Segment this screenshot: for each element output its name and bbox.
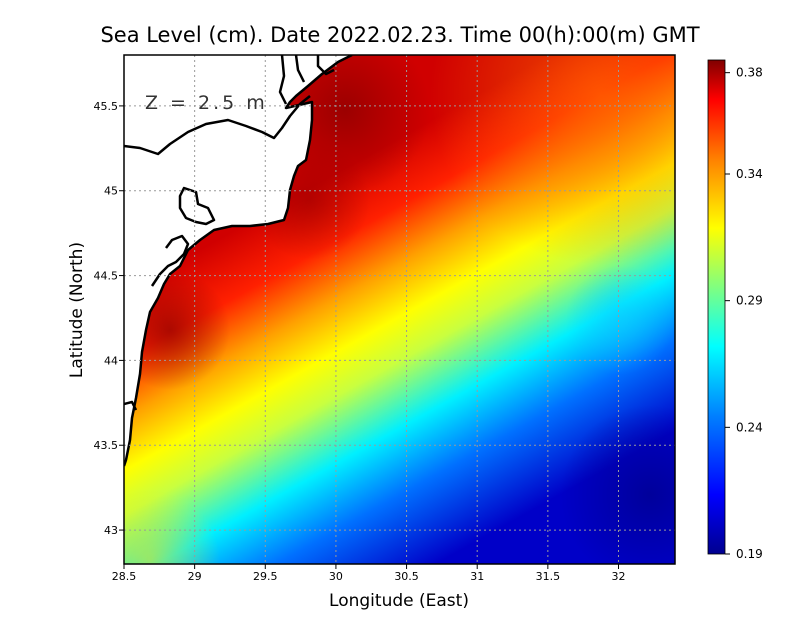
colorbar-tick-label: 0.19: [736, 547, 763, 561]
x-tick-label: 30.5: [394, 570, 419, 583]
plot-frame: [123, 54, 676, 565]
x-tick-label: 32: [611, 570, 625, 583]
grid-lines: [124, 55, 675, 564]
colorbar: [707, 59, 726, 555]
map-title: Sea Level (cm). Date 2022.02.23. Time 00…: [100, 23, 699, 47]
y-axis-label: Latitude (North): [67, 242, 87, 378]
colorbar-tick-label: 0.38: [736, 66, 763, 80]
lagoon-outline: [178, 186, 216, 226]
y-tick-label: 45: [104, 185, 118, 198]
y-tick-label: 43: [104, 524, 118, 537]
x-tick-label: 29.5: [253, 570, 278, 583]
estuary-upper: [124, 95, 311, 156]
y-tick-label: 44.5: [94, 270, 119, 283]
x-tick-label: 31: [470, 570, 484, 583]
x-tick-label: 28.5: [112, 570, 137, 583]
y-tick-label: 43.5: [94, 439, 119, 452]
southern-coast-fragment: [124, 400, 138, 411]
x-tick-label: 30: [329, 570, 343, 583]
x-axis-label: Longitude (East): [329, 591, 469, 611]
depth-label: Z = 2.5 m: [145, 92, 268, 114]
sea-level-field: [124, 55, 675, 564]
colorbar-ticks: 0.38 0.34 0.29 0.24 0.19: [725, 66, 763, 561]
liman-outline: [150, 234, 190, 287]
land-area: [124, 55, 352, 466]
colorbar-tick-label: 0.24: [736, 420, 763, 434]
y-tick-label: 44: [104, 354, 118, 367]
coastline: [124, 55, 353, 467]
estuary-north: [278, 55, 335, 105]
x-tick-label: 31.5: [536, 570, 561, 583]
colorbar-tick-label: 0.29: [736, 294, 763, 308]
x-tick-label: 29: [188, 570, 202, 583]
axis-ticks: 28.5 29 29.5 30 30.5 31 31.5 32 43 43.5 44 44.5 45 45…: [94, 100, 626, 583]
colorbar-tick-label: 0.34: [736, 167, 763, 181]
y-tick-label: 45.5: [94, 100, 119, 113]
